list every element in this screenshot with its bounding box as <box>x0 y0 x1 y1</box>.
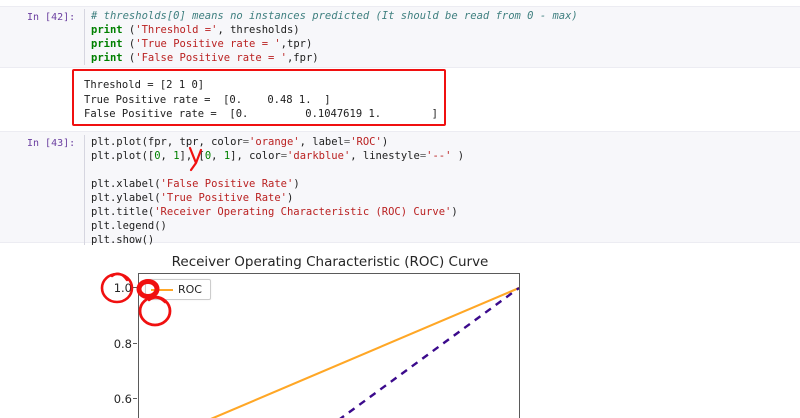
roc-line <box>210 286 519 418</box>
chart-title: Receiver Operating Characteristic (ROC) … <box>171 254 489 270</box>
legend-line-swatch-icon <box>151 288 173 291</box>
y-tick-label: 0.6 <box>113 392 132 406</box>
output-area-42 <box>0 68 800 130</box>
code-editor-43[interactable]: plt.plot(fpr, tpr, color='orange', label… <box>84 135 724 247</box>
output-text-block: Threshold = [2 1 0] True Positive rate =… <box>84 78 504 122</box>
prompt-label-42: In [42]: <box>27 12 76 23</box>
y-tick-mark <box>133 287 137 289</box>
code-line: # thresholds[0] means no instances predi… <box>91 9 724 23</box>
code-line: plt.plot([0, 1], [0, 1], color='darkblue… <box>91 150 465 162</box>
code-line: print ('True Positive rate = ',tpr) <box>91 38 313 50</box>
y-tick-label: 0.8 <box>113 337 132 351</box>
output-line: False Positive rate = [0. 0.1047619 1. ] <box>84 108 439 120</box>
output-line: Threshold = [2 1 0] <box>84 79 205 91</box>
code-editor-42[interactable]: # thresholds[0] means no instances predi… <box>84 9 724 65</box>
output-line: True Positive rate = [0. 0.48 1. ] <box>84 93 331 106</box>
legend-label: ROC <box>178 283 202 296</box>
code-cell-42[interactable] <box>0 6 800 68</box>
diagonal-reference-line <box>339 287 519 418</box>
code-line: plt.title('Receiver Operating Characteri… <box>91 206 458 218</box>
code-line: plt.ylabel('True Positive Rate') <box>91 192 294 204</box>
y-tick-mark <box>133 343 137 345</box>
y-tick-label: 1.0 <box>113 281 132 295</box>
code-line: plt.legend() <box>91 220 167 232</box>
code-line: plt.xlabel('False Positive Rate') <box>91 178 300 190</box>
code-line: print ('Threshold =', thresholds) <box>91 24 300 36</box>
chart-legend[interactable]: ROC <box>145 279 211 300</box>
code-line: plt.plot(fpr, tpr, color='orange', label… <box>91 136 389 148</box>
chart-lines <box>210 286 519 418</box>
y-tick-mark <box>133 398 137 400</box>
code-line: print ('False Positive rate = ',fpr) <box>91 52 319 64</box>
prompt-label-43: In [43]: <box>27 138 76 149</box>
code-token-comment: # thresholds[0] means no instances predi… <box>91 10 578 22</box>
code-cell-43[interactable] <box>0 131 800 243</box>
chart-plot-area: ROC <box>138 273 520 418</box>
code-line: plt.show() <box>91 234 155 246</box>
